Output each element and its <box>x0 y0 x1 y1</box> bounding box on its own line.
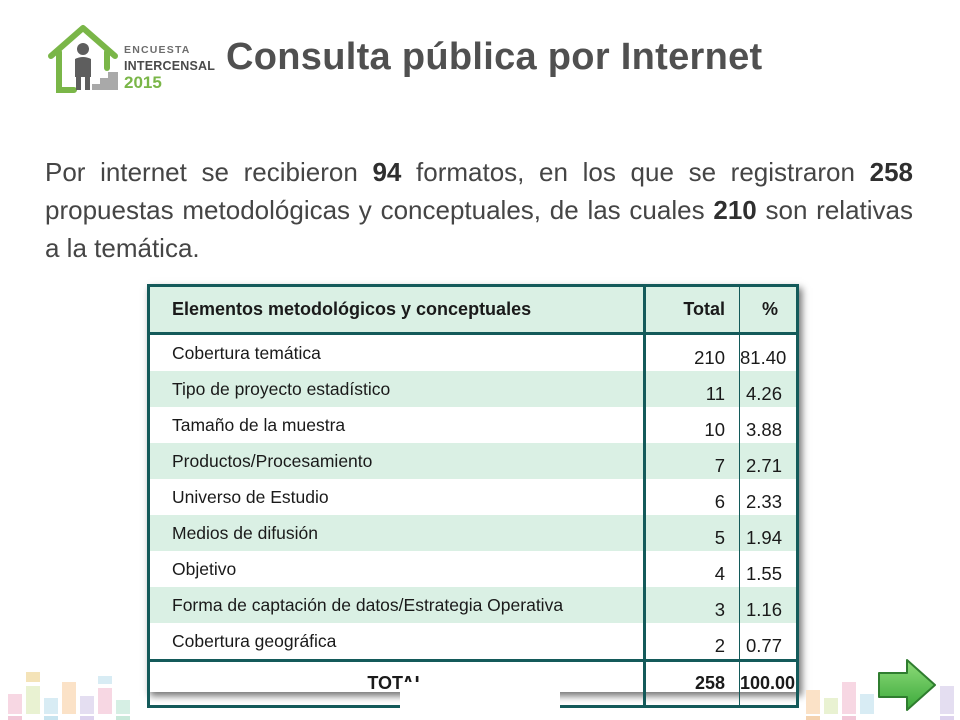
row-label: Productos/Procesamiento <box>148 443 646 479</box>
row-percent: 2.71 <box>739 443 798 479</box>
row-total: 6 <box>644 479 740 515</box>
row-label: Universo de Estudio <box>148 479 646 515</box>
house-person-logo-icon <box>48 25 118 93</box>
row-percent: 0.77 <box>745 635 782 656</box>
total-label: TOTAL <box>148 659 646 707</box>
row-total: 4 <box>644 551 740 587</box>
row-label: Cobertura geográfica <box>148 623 646 661</box>
row-label: Tamaño de la muestra <box>148 407 646 443</box>
row-total: 7 <box>644 443 740 479</box>
table-row: Cobertura temática 210 81.40 <box>148 333 798 371</box>
table-total-row: TOTAL 258 100.00 <box>148 659 798 707</box>
row-label: Tipo de proyecto estadístico <box>148 371 646 407</box>
row-percent: 1.16 <box>739 587 798 623</box>
table-row: Tamaño de la muestra 10 3.88 <box>148 407 798 443</box>
table-row: Objetivo 4 1.55 <box>148 551 798 587</box>
row-percent: 2.33 <box>745 491 782 512</box>
header-total: Total <box>644 285 740 335</box>
intro-text-4: son relativas a la temática. <box>45 195 913 263</box>
table-row: Forma de captación de datos/Estrategia O… <box>148 587 798 623</box>
row-label: Objetivo <box>148 551 646 587</box>
intro-text-1: Por internet se recibieron <box>45 157 373 187</box>
intro-number-proposals: 258 <box>869 157 914 187</box>
row-percent: 1.55 <box>745 563 782 584</box>
table-row: Universo de Estudio 6 2.33 <box>148 479 798 515</box>
row-percent: 1.94 <box>739 515 798 551</box>
intro-text-2: formatos, en los que se registraron <box>401 157 870 187</box>
logo-line-intercensal: INTERCENSAL <box>124 59 216 73</box>
row-label: Medios de difusión <box>148 515 646 551</box>
row-percent: 81.40 <box>740 347 787 368</box>
row-percent: 4.26 <box>739 371 798 407</box>
intro-number-thematic: 210 <box>713 195 757 225</box>
intro-paragraph: Por internet se recibieron 94 formatos, … <box>45 153 913 267</box>
total-percent: 100.00 <box>739 659 798 707</box>
page-title: Consulta pública por Internet <box>226 36 763 78</box>
row-total: 11 <box>644 371 740 407</box>
next-slide-button[interactable] <box>876 656 938 714</box>
header-elements: Elementos metodológicos y conceptuales <box>148 285 646 335</box>
logo-line-encuesta: ENCUESTA <box>124 44 191 56</box>
row-total: 10 <box>644 407 740 443</box>
total-value: 258 <box>644 659 740 707</box>
row-label: Forma de captación de datos/Estrategia O… <box>148 587 646 623</box>
tile-pattern <box>8 672 954 720</box>
row-total: 2 <box>644 623 740 661</box>
row-total: 3 <box>644 587 740 623</box>
decorative-tile-footer <box>8 672 954 720</box>
table-row: Tipo de proyecto estadístico 11 4.26 <box>148 371 798 407</box>
results-table: Elementos metodológicos y conceptuales T… <box>147 284 799 708</box>
footer-institution-text: DE ESTADÍSTICA Y GEOGRAFÍA <box>408 690 550 700</box>
logo-line-year: 2015 <box>124 73 162 92</box>
row-percent: 3.88 <box>745 419 782 440</box>
table-row: Productos/Procesamiento 7 2.71 <box>148 443 798 479</box>
row-label: Cobertura temática <box>148 333 646 371</box>
arrow-right-icon <box>878 659 936 711</box>
row-total: 210 <box>644 333 740 371</box>
intro-text-3: propuestas metodológicas y conceptuales,… <box>45 195 714 225</box>
results-table-frame: Elementos metodológicos y conceptuales T… <box>147 284 799 708</box>
table-row: Cobertura geográfica 2 0.77 <box>148 623 798 661</box>
table-header-row: Elementos metodológicos y conceptuales T… <box>148 285 798 335</box>
encuesta-intercensal-logo: ENCUESTA INTERCENSAL 2015 <box>46 22 215 97</box>
row-total: 5 <box>644 515 740 551</box>
intro-number-formats: 94 <box>372 157 402 187</box>
header-percent: % <box>739 285 798 335</box>
table-row: Medios de difusión 5 1.94 <box>148 515 798 551</box>
